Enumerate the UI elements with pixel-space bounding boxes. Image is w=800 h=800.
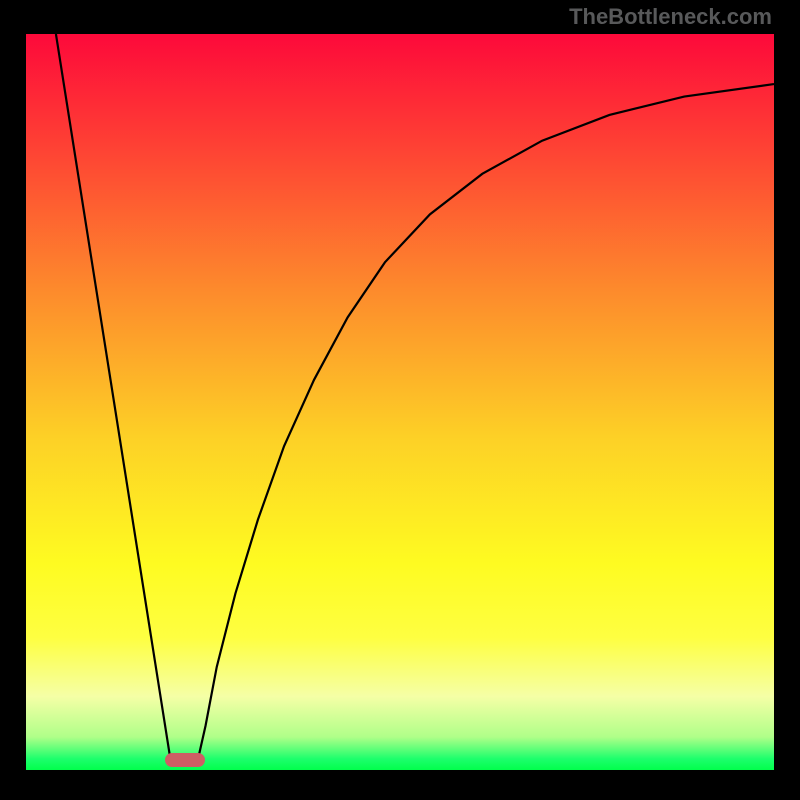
optimum-marker	[165, 753, 205, 767]
plot-area	[26, 34, 774, 770]
curve-layer	[26, 34, 774, 770]
curve-left-segment	[56, 34, 170, 759]
chart-container: TheBottleneck.com	[0, 0, 800, 800]
curve-right-segment	[198, 84, 774, 759]
watermark-text: TheBottleneck.com	[569, 4, 772, 30]
